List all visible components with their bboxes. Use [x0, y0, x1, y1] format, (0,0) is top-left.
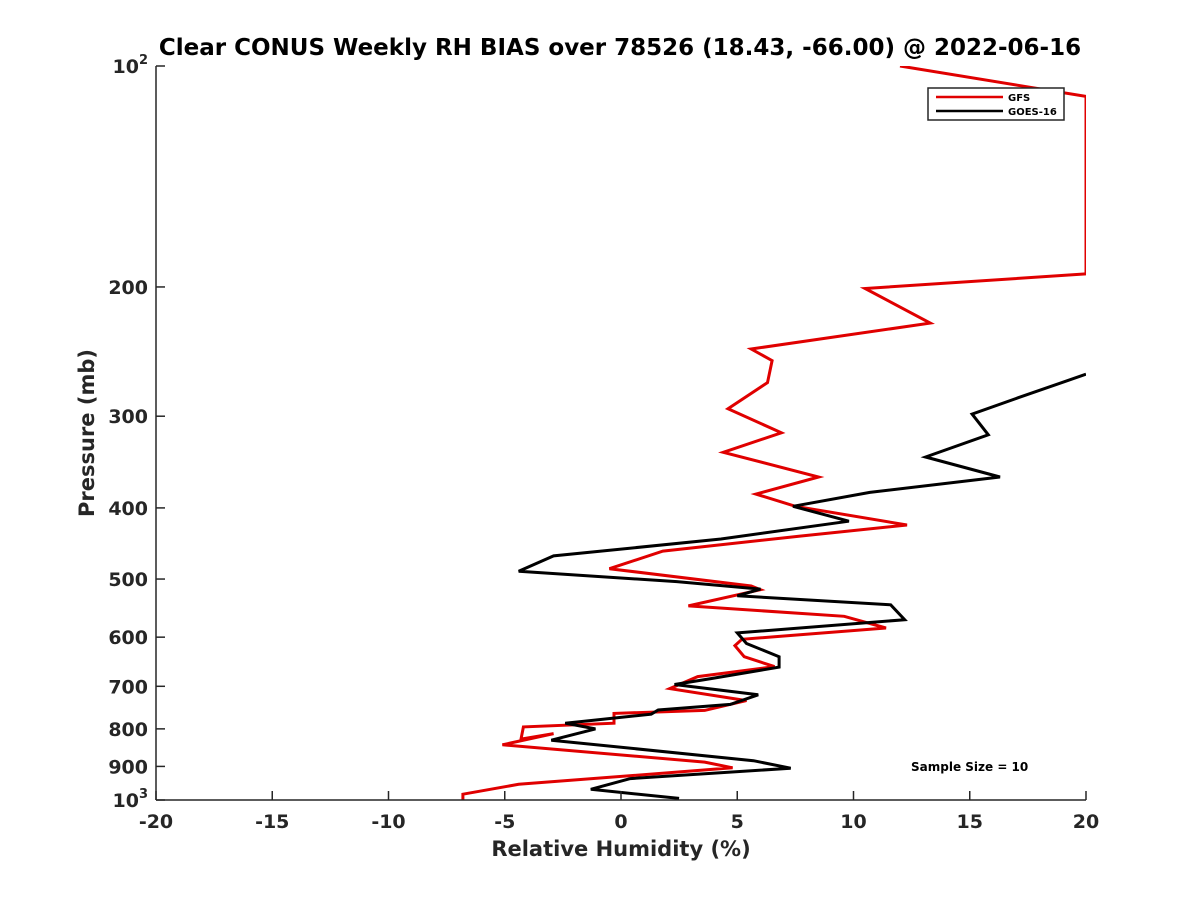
y-tick-label: 500 — [108, 569, 148, 591]
y-tick-label: 400 — [108, 498, 148, 520]
y-tick-label: 300 — [108, 406, 148, 428]
x-tick-label: 5 — [731, 811, 744, 833]
legend-label-gfs: GFS — [1008, 93, 1030, 104]
y-tick-label: 102 — [113, 53, 149, 78]
y-tick-label: 103 — [113, 787, 149, 812]
y-tick-label: 200 — [108, 277, 148, 299]
x-tick-label: -20 — [139, 811, 173, 833]
x-ticks: -20 -15 -10 -5 0 5 10 15 20 — [139, 791, 1099, 833]
y-axis-label: Pressure (mb) — [75, 349, 99, 517]
series-line-goes16 — [518, 372, 1086, 800]
legend-label-goes16: GOES-16 — [1008, 107, 1057, 118]
y-tick-label: 600 — [108, 627, 148, 649]
y-tick-label: 900 — [108, 756, 148, 778]
x-tick-label: 20 — [1073, 811, 1099, 833]
y-tick-label: 800 — [108, 719, 148, 741]
legend: GFS GOES-16 — [927, 87, 1065, 121]
x-tick-label: 10 — [840, 811, 866, 833]
x-tick-label: 0 — [614, 811, 627, 833]
series-line-gfs — [461, 66, 1086, 800]
x-axis-label: Relative Humidity (%) — [491, 837, 750, 861]
plot-area — [461, 66, 1086, 800]
legend-box — [927, 87, 1065, 121]
x-tick-label: -10 — [371, 811, 405, 833]
chart-title: Clear CONUS Weekly RH BIAS over 78526 (1… — [159, 35, 1081, 61]
sample-size-annotation: Sample Size = 10 — [911, 760, 1028, 774]
x-tick-label: 15 — [957, 811, 983, 833]
y-tick-label: 700 — [108, 676, 148, 698]
x-tick-label: -15 — [255, 811, 289, 833]
y-ticks: 102 200 300 400 500 600 700 800 900 103 — [108, 53, 165, 812]
x-tick-label: -5 — [494, 811, 515, 833]
